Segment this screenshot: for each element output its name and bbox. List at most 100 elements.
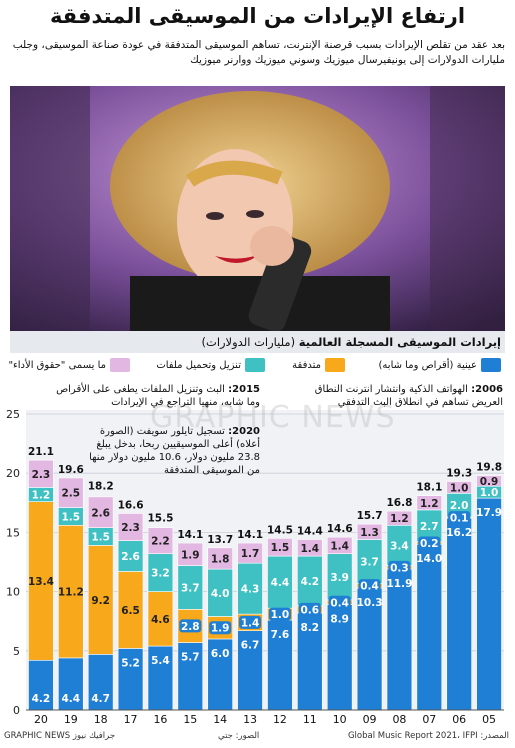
total-label: 21.1	[28, 446, 54, 458]
value-label: 4.7	[91, 693, 110, 705]
value-label-box	[179, 619, 202, 633]
stacked-bar-chart: 05101520254.213.41.22.321.1204.411.21.52…	[6, 408, 504, 726]
y-tick-label: 10	[6, 586, 20, 599]
bar-segment	[237, 542, 263, 564]
x-tick-label: 15	[183, 713, 197, 726]
value-label: 4.0	[211, 588, 230, 600]
bar-segment	[177, 565, 204, 610]
bar-segment	[386, 568, 413, 711]
legend-item-physical: عينية (أقراص وما شابه)	[379, 358, 501, 374]
annotation-2006-year: 2006:	[471, 384, 503, 395]
value-label-box	[298, 602, 321, 616]
x-tick-label: 20	[34, 713, 48, 726]
bar-segment	[326, 553, 353, 601]
watermark: GRAPHIC NEWS	[150, 400, 396, 435]
y-tick-label: 5	[13, 645, 20, 658]
annotation-2006-text: الهواتف الذكية وانتشار انترنت النطاق الع…	[314, 384, 503, 408]
bar-segment	[147, 553, 174, 592]
value-label: 3.7	[181, 582, 200, 594]
total-label: 14.1	[237, 529, 263, 541]
value-label: 1.9	[211, 623, 230, 635]
bar-segment	[446, 481, 472, 494]
value-label: 10.3	[357, 597, 383, 609]
value-label: 1.3	[360, 527, 379, 539]
bar-segment	[177, 542, 204, 566]
bar-segment	[117, 648, 144, 711]
value-label: 11.9	[386, 578, 412, 590]
bar-segment	[267, 538, 293, 557]
footer-photo-credit: الصور: جتي	[218, 731, 260, 741]
annotation-2015: 2015: البث وتنزيل الملفات يطغى على الأقر…	[55, 383, 260, 409]
value-label: 2.6	[121, 551, 140, 563]
value-label: 1.5	[271, 542, 290, 554]
value-label: 14.0	[416, 553, 442, 565]
value-label-box	[418, 536, 441, 550]
chart-title: إيرادات الموسيقى المسجلة العالمية	[298, 335, 501, 349]
x-tick-label: 09	[363, 713, 377, 726]
value-label: 1.5	[91, 532, 110, 544]
bar-segment	[386, 524, 413, 566]
total-label: 15.7	[357, 510, 383, 522]
bar-segment	[476, 475, 502, 487]
value-label: 2.0	[450, 500, 469, 512]
total-label: 18.2	[88, 481, 114, 493]
value-label: 4.3	[241, 584, 260, 596]
value-label: 4.2	[301, 576, 320, 588]
value-label: 0.1	[450, 513, 469, 525]
bar-segment	[237, 562, 263, 615]
bar-segment	[147, 645, 174, 711]
total-label: 14.6	[327, 523, 353, 535]
total-label: 13.7	[207, 534, 233, 546]
x-tick-label: 18	[94, 713, 108, 726]
x-tick-label: 05	[482, 713, 496, 726]
value-label: 2.6	[91, 507, 110, 519]
value-label-box	[388, 560, 411, 574]
bar-segment	[476, 497, 502, 711]
value-label: 8.9	[330, 614, 349, 626]
bar-segment	[147, 527, 174, 555]
x-tick-label: 07	[422, 713, 436, 726]
annotation-2015-year: 2015:	[228, 384, 260, 395]
total-label: 19.3	[446, 467, 472, 479]
annotation-2015-text: البث وتنزيل الملفات يطغى على الأقراص وما…	[56, 384, 260, 408]
value-label: 1.4	[241, 617, 260, 629]
value-label: 1.2	[390, 513, 409, 525]
value-label: 5.2	[121, 657, 140, 669]
value-label: 1.7	[241, 548, 260, 560]
value-label: 5.4	[151, 655, 170, 667]
value-label: 16.2	[446, 527, 472, 539]
bar-segment	[58, 524, 84, 659]
page-title: ارتفاع الإيرادات من الموسيقى المتدفقة	[49, 4, 466, 28]
footer-source: المصدر: Global Music Report 2021، IFPI	[347, 731, 509, 741]
total-label: 19.6	[58, 464, 84, 476]
bar-segment	[356, 523, 383, 540]
x-tick-label: 19	[64, 713, 78, 726]
bar-segment	[386, 510, 413, 526]
bar-segment	[356, 539, 383, 584]
bar-segment	[147, 591, 174, 647]
legend-label-performance: ما يسمى "حقوق الأداء"	[8, 360, 106, 371]
value-label: 2.7	[420, 521, 439, 533]
value-label: 2.5	[62, 488, 81, 500]
value-label-box	[358, 579, 381, 593]
value-label: 8.2	[301, 622, 320, 634]
total-label: 14.5	[267, 524, 293, 536]
annotation-2020-text: تسجيل تايلور سويفت (الصورة أعلاه) أعلى ا…	[89, 426, 260, 476]
bar-segment	[237, 630, 263, 711]
legend-item-downloads: تنزيل وتحميل ملفات	[156, 358, 265, 374]
value-label: 2.3	[32, 469, 51, 481]
value-label: 3.7	[360, 556, 379, 568]
chart-legend: عينية (أقراص وما شابه) متدفقة تنزيل وتحم…	[8, 355, 505, 377]
bar-segment	[87, 496, 114, 528]
value-label: 1.5	[62, 511, 81, 523]
bar-segment	[117, 571, 144, 649]
bar-segment	[28, 501, 54, 661]
x-tick-label: 13	[243, 713, 257, 726]
value-label-box	[448, 511, 471, 525]
total-label: 19.8	[476, 462, 502, 474]
legend-label-downloads: تنزيل وتحميل ملفات	[156, 360, 241, 371]
bar-segment	[207, 547, 233, 570]
value-label: 3.4	[390, 540, 409, 552]
value-label: 6.7	[241, 640, 260, 652]
total-label: 18.1	[416, 482, 442, 494]
